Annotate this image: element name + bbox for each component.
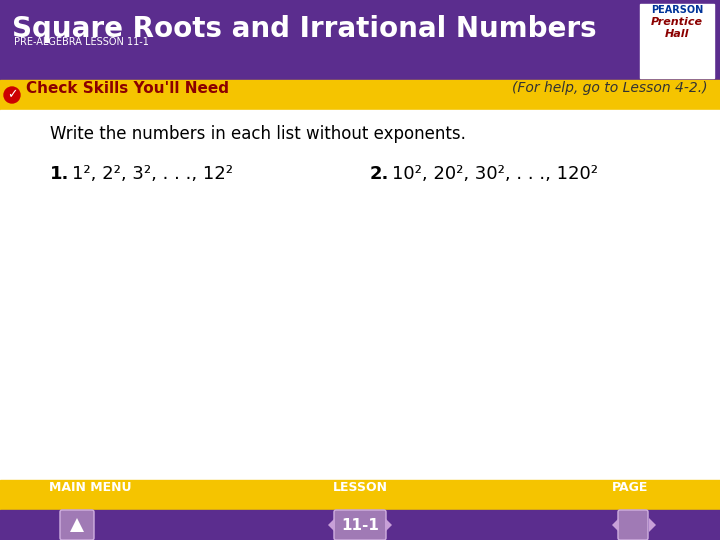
Text: 1.: 1. xyxy=(50,165,69,183)
Polygon shape xyxy=(70,518,84,532)
FancyBboxPatch shape xyxy=(60,510,94,540)
Polygon shape xyxy=(328,518,335,532)
Text: Prentice: Prentice xyxy=(651,17,703,27)
Bar xyxy=(0,510,720,540)
Text: (For help, go to Lesson 4-2.): (For help, go to Lesson 4-2.) xyxy=(513,81,708,95)
Text: PAGE: PAGE xyxy=(612,481,648,494)
Circle shape xyxy=(4,87,20,103)
Bar xyxy=(0,80,720,110)
Polygon shape xyxy=(612,518,619,532)
Text: LESSON: LESSON xyxy=(333,481,387,494)
Bar xyxy=(640,4,714,78)
Text: PEARSON: PEARSON xyxy=(651,5,703,15)
Text: 11-1: 11-1 xyxy=(341,517,379,532)
Text: PRE-ALGEBRA LESSON 11-1: PRE-ALGEBRA LESSON 11-1 xyxy=(14,37,149,47)
Text: MAIN MENU: MAIN MENU xyxy=(49,481,131,494)
Bar xyxy=(0,480,720,510)
Bar xyxy=(0,0,720,80)
Text: 1², 2², 3², . . ., 12²: 1², 2², 3², . . ., 12² xyxy=(72,165,233,183)
FancyBboxPatch shape xyxy=(618,510,648,540)
Text: Write the numbers in each list without exponents.: Write the numbers in each list without e… xyxy=(50,125,466,143)
Text: Hall: Hall xyxy=(665,29,689,39)
Text: Square Roots and Irrational Numbers: Square Roots and Irrational Numbers xyxy=(12,15,597,43)
Polygon shape xyxy=(649,518,656,532)
Bar xyxy=(0,110,720,480)
Text: ✓: ✓ xyxy=(6,89,17,102)
Polygon shape xyxy=(385,518,392,532)
Text: 10², 20², 30², . . ., 120²: 10², 20², 30², . . ., 120² xyxy=(392,165,598,183)
Text: Check Skills You'll Need: Check Skills You'll Need xyxy=(26,81,229,96)
Text: 2.: 2. xyxy=(370,165,390,183)
FancyBboxPatch shape xyxy=(334,510,386,540)
